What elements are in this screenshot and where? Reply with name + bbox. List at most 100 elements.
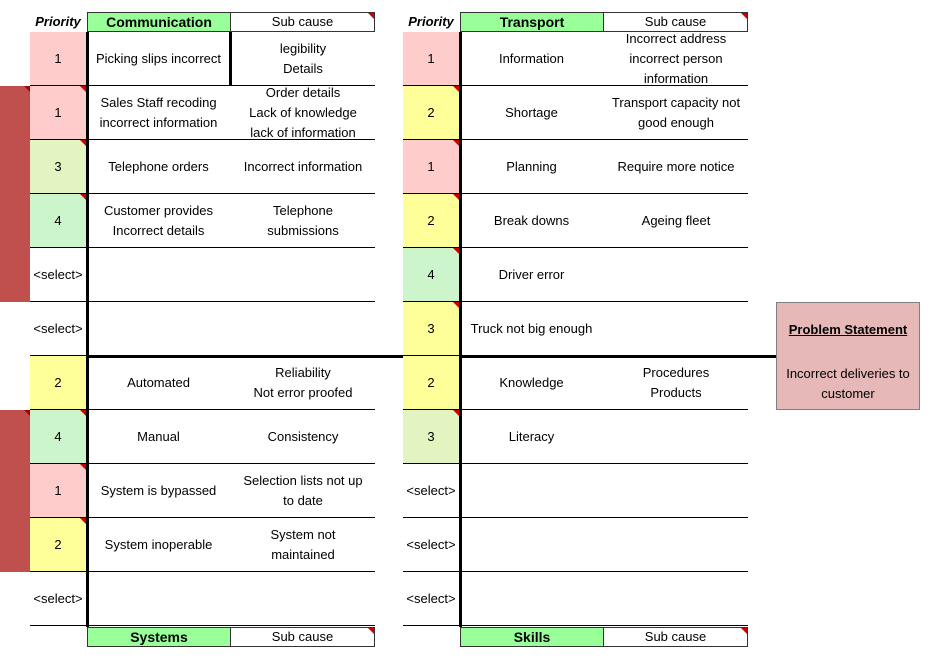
row-divider [403, 517, 748, 518]
skills-sub-cause-4[interactable] [604, 518, 748, 572]
communication-priority-2[interactable]: 1 [30, 86, 86, 140]
systems-cause-2[interactable]: Manual [137, 429, 180, 444]
communication-priority-6[interactable]: <select> [30, 302, 86, 356]
skills-cause-4[interactable] [460, 518, 603, 572]
sub-cause-header-skills[interactable]: Sub cause [603, 627, 748, 647]
skills-priority-4[interactable]: <select> [403, 518, 459, 572]
communication-cause-1[interactable]: Picking slips incorrect [96, 51, 221, 66]
transport-cause-6[interactable]: Truck not big enough [470, 321, 593, 336]
transport-priority-1[interactable]: 1 [403, 32, 459, 86]
communication-priority-5[interactable]: <select> [30, 248, 86, 302]
communication-sub-cause-6[interactable] [231, 302, 375, 356]
transport-priority-2[interactable]: 2 [403, 86, 459, 140]
transport-cause-4[interactable]: Break downs [493, 213, 570, 228]
communication-sub-cause-3[interactable]: Incorrect information [243, 159, 363, 174]
skills-cause-1[interactable]: Knowledge [499, 375, 564, 390]
skills-priority-2[interactable]: 3 [403, 410, 459, 464]
transport-sub-cause-1[interactable]: Incorrect address incorrect person infor… [625, 31, 727, 86]
transport-sub-cause-5[interactable] [604, 248, 748, 302]
skills-sub-cause-2[interactable] [604, 410, 748, 464]
transport-priority-3[interactable]: 1 [403, 140, 459, 194]
row-divider [403, 409, 748, 410]
problem-statement-box[interactable] [776, 302, 920, 410]
row-divider [30, 625, 375, 626]
systems-cause-4[interactable]: System inoperable [104, 537, 213, 552]
priority-header-transport: Priority [408, 14, 454, 29]
communication-cause-4[interactable]: Customer provides Incorrect details [103, 203, 214, 238]
row-divider [30, 247, 375, 248]
row-divider [30, 139, 375, 140]
skills-sub-cause-1[interactable]: Procedures Products [642, 365, 710, 400]
communication-cause-6[interactable] [87, 302, 230, 356]
systems-sub-cause-3[interactable]: Selection lists not up to date [243, 473, 363, 508]
row-divider [30, 463, 375, 464]
communication-priority-1[interactable]: 1 [30, 32, 86, 86]
skills-priority-3[interactable]: <select> [403, 464, 459, 518]
row-divider [30, 571, 375, 572]
row-divider [30, 193, 375, 194]
systems-sub-cause-2[interactable]: Consistency [267, 429, 339, 444]
side-bar-communication [0, 86, 30, 302]
communication-priority-4[interactable]: 4 [30, 194, 86, 248]
systems-priority-5[interactable]: <select> [30, 572, 86, 626]
row-divider [30, 85, 375, 86]
systems-priority-3[interactable]: 1 [30, 464, 86, 518]
category-systems[interactable]: Systems [87, 627, 231, 647]
systems-cause-3[interactable]: System is bypassed [100, 483, 217, 498]
systems-priority-4[interactable]: 2 [30, 518, 86, 572]
transport-sub-cause-2[interactable]: Transport capacity not good enough [611, 95, 741, 130]
row-divider [403, 139, 748, 140]
row-divider [30, 301, 375, 302]
communication-sub-cause-5[interactable] [231, 248, 375, 302]
skills-cause-5[interactable] [460, 572, 603, 626]
skills-sub-cause-3[interactable] [604, 464, 748, 518]
category-skills[interactable]: Skills [460, 627, 604, 647]
systems-sub-cause-5[interactable] [231, 572, 375, 626]
bone-transport [459, 32, 462, 356]
communication-sub-cause-2[interactable]: Order details Lack of knowledge lack of … [249, 85, 357, 140]
systems-priority-1[interactable]: 2 [30, 356, 86, 410]
bone-communication [86, 32, 89, 356]
side-bar-systems [0, 410, 30, 572]
transport-sub-cause-4[interactable]: Ageing fleet [641, 213, 711, 228]
sub-cause-header-systems[interactable]: Sub cause [230, 627, 375, 647]
skills-sub-cause-5[interactable] [604, 572, 748, 626]
transport-cause-2[interactable]: Shortage [505, 105, 558, 120]
transport-cause-5[interactable]: Driver error [498, 267, 565, 282]
row-divider [30, 517, 375, 518]
transport-priority-5[interactable]: 4 [403, 248, 459, 302]
systems-sub-cause-1[interactable]: Reliability Not error proofed [253, 365, 353, 400]
skills-priority-1[interactable]: 2 [403, 356, 459, 410]
transport-sub-cause-3[interactable]: Require more notice [617, 159, 735, 174]
communication-priority-3[interactable]: 3 [30, 140, 86, 194]
row-divider [403, 193, 748, 194]
transport-cause-3[interactable]: Planning [506, 159, 557, 174]
skills-cause-3[interactable] [460, 464, 603, 518]
priority-header-communication: Priority [35, 14, 81, 29]
systems-cause-5[interactable] [87, 572, 230, 626]
row-divider [403, 85, 748, 86]
communication-cause-5[interactable] [87, 248, 230, 302]
category-transport[interactable]: Transport [460, 12, 604, 32]
systems-cause-1[interactable]: Automated [127, 375, 190, 390]
communication-cause-2[interactable]: Sales Staff recoding incorrect informati… [99, 95, 218, 130]
row-divider [403, 247, 748, 248]
row-divider [403, 625, 748, 626]
bone-comm-sub-divider [229, 32, 232, 86]
systems-priority-2[interactable]: 4 [30, 410, 86, 464]
sub-cause-header-transport[interactable]: Sub cause [603, 12, 748, 32]
category-communication[interactable]: Communication [87, 12, 231, 32]
transport-priority-6[interactable]: 3 [403, 302, 459, 356]
systems-sub-cause-4[interactable]: System not maintained [270, 527, 336, 562]
communication-cause-3[interactable]: Telephone orders [108, 159, 209, 174]
row-divider [403, 463, 748, 464]
transport-priority-4[interactable]: 2 [403, 194, 459, 248]
bone-skills [459, 356, 462, 627]
sub-cause-header-communication[interactable]: Sub cause [230, 12, 375, 32]
skills-cause-2[interactable]: Literacy [508, 429, 555, 444]
skills-priority-5[interactable]: <select> [403, 572, 459, 626]
transport-cause-1[interactable]: Information [498, 51, 565, 66]
communication-sub-cause-1[interactable]: legibility Details [279, 41, 327, 76]
communication-sub-cause-4[interactable]: Telephone submissions [267, 203, 339, 238]
transport-sub-cause-6[interactable] [604, 302, 748, 356]
